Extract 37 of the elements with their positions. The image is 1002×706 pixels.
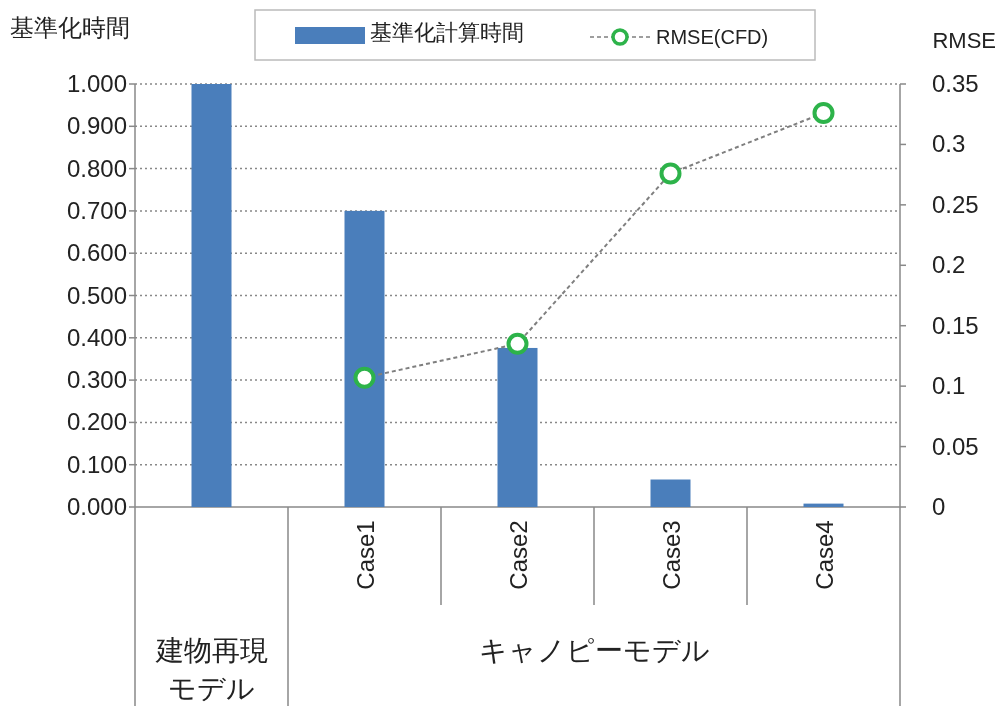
y2-tick-label: 0 bbox=[932, 493, 946, 520]
legend-label: 基準化計算時間 bbox=[370, 20, 524, 45]
y2-tick-label: 0.2 bbox=[932, 251, 966, 279]
y-tick-label: 0.200 bbox=[66, 408, 127, 436]
y-tick-label: 0.900 bbox=[66, 112, 127, 140]
y-axis-title: 基準化時間 bbox=[10, 14, 130, 41]
point bbox=[659, 162, 682, 185]
bar bbox=[191, 84, 232, 507]
x-tick-label: Case1 bbox=[351, 520, 379, 590]
y2-tick-label: 0.1 bbox=[932, 372, 966, 400]
y-tick-label: 0.300 bbox=[66, 366, 127, 394]
y-tick-label: 0.100 bbox=[66, 450, 127, 478]
point bbox=[812, 102, 835, 125]
y2-tick-label: 0.35 bbox=[932, 70, 979, 97]
y-tick-label: 0.500 bbox=[66, 281, 127, 309]
bar bbox=[344, 210, 385, 507]
point bbox=[506, 332, 529, 355]
y-tick-label: 0.800 bbox=[66, 154, 127, 182]
legend-label: RMSE(CFD) bbox=[656, 26, 769, 48]
y2-axis-title: RMSE bbox=[932, 28, 996, 53]
bar bbox=[650, 479, 691, 507]
bar bbox=[497, 347, 538, 507]
x-tick-label: Case4 bbox=[810, 520, 838, 590]
point bbox=[353, 366, 376, 389]
y-tick-label: 0.400 bbox=[66, 323, 127, 351]
y2-tick-label: 0.3 bbox=[932, 130, 966, 158]
y-tick-label: 1.000 bbox=[66, 70, 127, 97]
y-tick-label: 0.700 bbox=[66, 196, 127, 224]
x-tick-label: Case3 bbox=[657, 520, 685, 590]
text: キャノピーモデル bbox=[478, 635, 710, 666]
text: 建物再現モデル bbox=[154, 635, 268, 704]
y-tick-label: 0.000 bbox=[66, 493, 127, 520]
y-tick-label: 0.600 bbox=[66, 239, 127, 267]
y2-tick-label: 0.15 bbox=[932, 311, 979, 339]
x-tick-label: Case2 bbox=[504, 520, 532, 590]
y2-tick-label: 0.25 bbox=[932, 190, 979, 218]
y2-tick-label: 0.05 bbox=[932, 432, 979, 460]
